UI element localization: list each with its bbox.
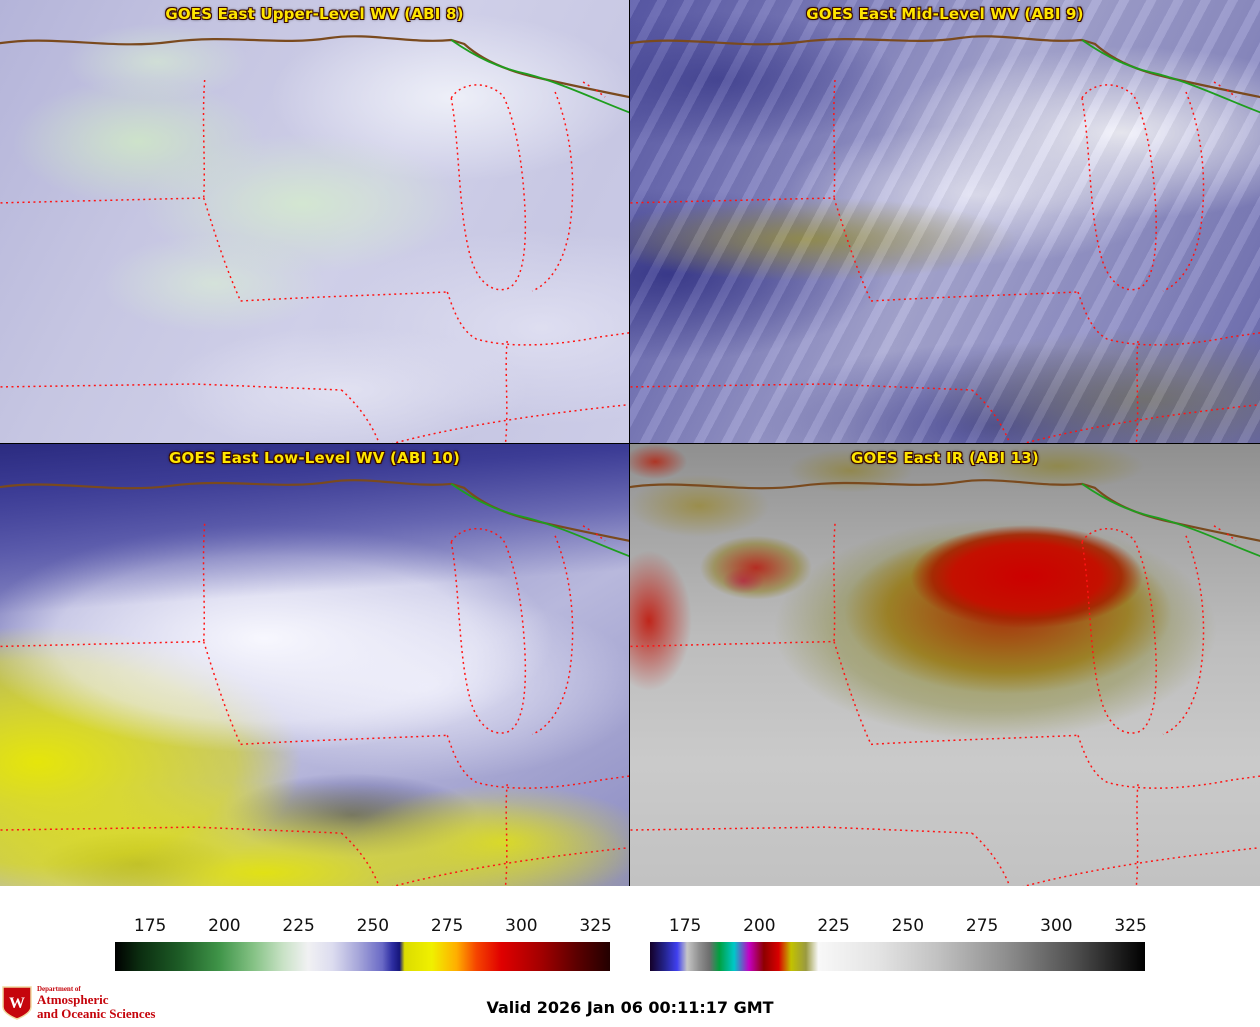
uw-aos-logo: W Department of Atmospheric and Oceanic …: [2, 985, 156, 1021]
colorbar-ir: 175 200 225 250 275 300 325: [650, 916, 1147, 971]
panel-upper-level-wv: GOES East Upper-Level WV (ABI 8): [0, 0, 630, 443]
colorbar-wv-gradient: [115, 942, 610, 971]
uw-crest-icon: W: [2, 986, 32, 1021]
crest-letter: W: [9, 995, 25, 1012]
tick-label: 300: [1040, 916, 1073, 936]
tick-label: 250: [891, 916, 925, 936]
logo-line-2: and Oceanic Sciences: [37, 1005, 156, 1021]
tick-label: 225: [817, 916, 850, 936]
panel-low-level-wv: GOES East Low-Level WV (ABI 10): [0, 443, 630, 886]
map-borders-overlay: [630, 35, 1260, 443]
panel-title-upper-wv: GOES East Upper-Level WV (ABI 8): [165, 5, 464, 23]
map-borders-overlay: [630, 479, 1260, 886]
tick-label: 200: [743, 916, 776, 936]
logo-line-1: Atmospheric: [37, 992, 109, 1008]
map-borders-overlay: [0, 479, 629, 886]
tick-label: 275: [965, 916, 999, 936]
tick-label: 325: [1114, 916, 1147, 936]
panel-title-low-wv: GOES East Low-Level WV (ABI 10): [168, 449, 461, 467]
logo-dept-text: Department of: [37, 985, 81, 993]
valid-time-text: Valid 2026 Jan 06 00:11:17 GMT: [486, 998, 774, 1017]
tick-label: 250: [356, 916, 390, 936]
panel-title-ir: GOES East IR (ABI 13): [850, 449, 1039, 467]
tick-label: 225: [282, 916, 315, 936]
bottom-bar: 175 200 225 250 275 300 325 175 200 225 …: [0, 886, 1260, 1027]
tick-label: 275: [430, 916, 464, 936]
colorbar-wv-ticks: 175 200 225 250 275 300 325: [115, 916, 612, 940]
panel-mid-level-wv: GOES East Mid-Level WV (ABI 9): [630, 0, 1260, 443]
colorbar-wv: 175 200 225 250 275 300 325: [115, 916, 612, 971]
tick-label: 325: [579, 916, 612, 936]
panel-ir: GOES East IR (ABI 13): [630, 443, 1260, 886]
tick-label: 175: [133, 916, 167, 936]
tick-label: 200: [208, 916, 241, 936]
tick-label: 300: [505, 916, 538, 936]
tick-label: 175: [668, 916, 702, 936]
map-borders-overlay: [0, 35, 629, 443]
panel-title-mid-wv: GOES East Mid-Level WV (ABI 9): [806, 5, 1084, 23]
colorbar-ir-gradient: [650, 942, 1145, 971]
colorbar-ir-ticks: 175 200 225 250 275 300 325: [650, 916, 1147, 940]
logo-text: Department of Atmospheric and Oceanic Sc…: [37, 985, 156, 1021]
panel-grid: GOES East Upper-Level WV (ABI 8) GOES Ea…: [0, 0, 1260, 886]
